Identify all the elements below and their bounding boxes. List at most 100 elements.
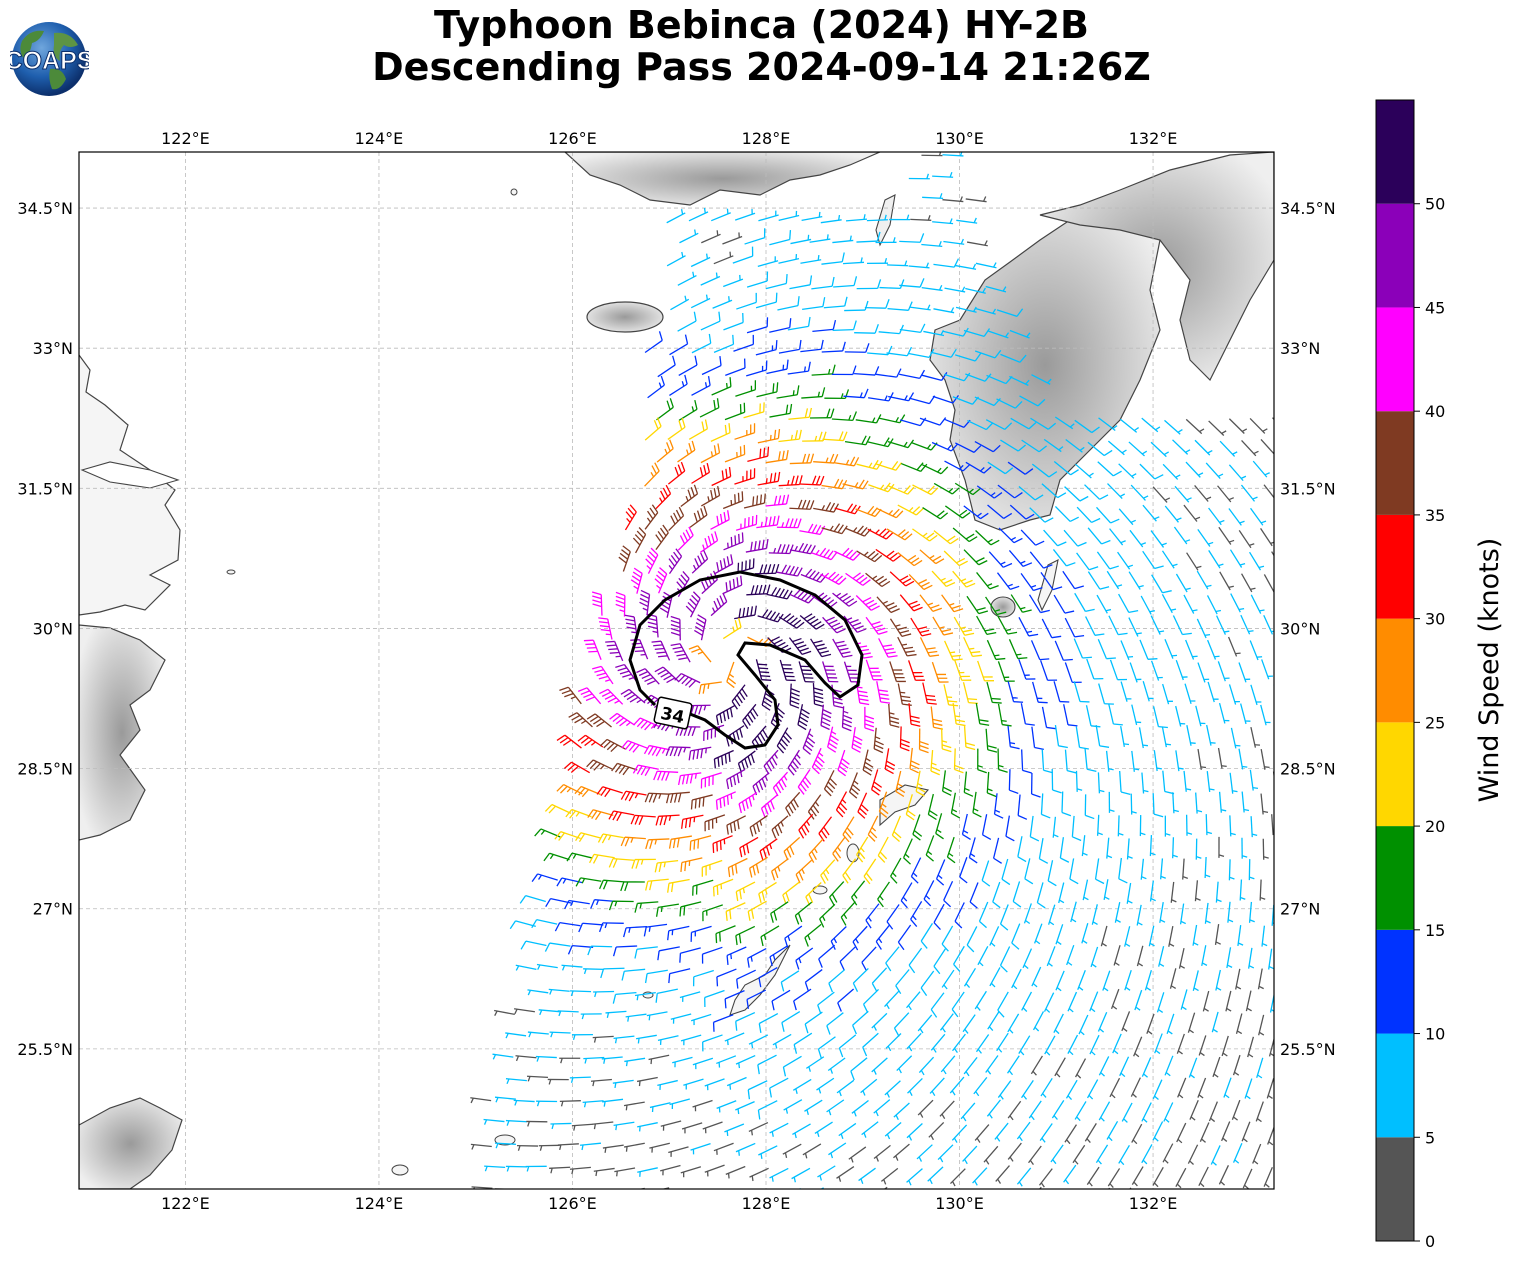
- barb-feather: [825, 502, 832, 511]
- wind-barb: [632, 527, 647, 554]
- wind-barb: [749, 814, 768, 837]
- barb-half-feather: [964, 787, 970, 792]
- barb-feather: [640, 593, 650, 600]
- barb-staff: [1273, 640, 1274, 642]
- barb-staff: [932, 175, 954, 178]
- wind-barb: [887, 301, 913, 311]
- wind-barb: [577, 687, 602, 705]
- barb-feather: [806, 544, 812, 554]
- barb-feather: [912, 833, 921, 841]
- wind-barb: [1241, 573, 1256, 593]
- barb-half-feather: [1069, 423, 1075, 428]
- barb-half-feather: [889, 712, 895, 715]
- barb-feather: [694, 625, 704, 632]
- barb-feather: [734, 697, 741, 707]
- barb-staff: [666, 212, 686, 224]
- wind-barb: [1061, 791, 1072, 817]
- barb-staff: [1086, 1188, 1088, 1189]
- barb-feather: [571, 714, 581, 721]
- barb-feather: [716, 398, 720, 408]
- barb-half-feather: [1232, 451, 1238, 455]
- barb-feather: [842, 341, 846, 352]
- barb-feather: [928, 810, 938, 817]
- wind-barb: [811, 747, 825, 775]
- barb-feather: [891, 461, 899, 470]
- barb-half-feather: [751, 1042, 754, 1049]
- barb-feather: [837, 479, 844, 489]
- wind-barb: [919, 549, 945, 565]
- barb-staff: [975, 307, 996, 315]
- barb-half-feather: [663, 862, 666, 868]
- barb-feather: [620, 688, 630, 695]
- barb-half-feather: [692, 271, 695, 278]
- barb-staff: [908, 1188, 910, 1189]
- wind-barb: [677, 526, 694, 551]
- barb-feather: [772, 383, 775, 393]
- barb-feather: [592, 599, 602, 604]
- barb-feather: [783, 851, 789, 861]
- barb-feather: [785, 518, 790, 528]
- barb-feather: [707, 375, 711, 386]
- barb-feather: [970, 651, 981, 654]
- barb-feather: [713, 445, 717, 455]
- barb-feather: [1019, 354, 1027, 363]
- wind-barb: [811, 547, 838, 561]
- wind-barb: [809, 408, 835, 419]
- barb-feather: [802, 453, 807, 464]
- barb-feather: [796, 621, 805, 629]
- wind-barb: [832, 592, 858, 607]
- wind-barb: [873, 727, 884, 754]
- barb-half-feather: [994, 654, 1000, 657]
- barb-staff: [1076, 506, 1092, 523]
- barb-feather: [716, 841, 718, 852]
- barb-feather: [856, 854, 864, 863]
- wind-barb: [644, 417, 662, 441]
- barb-feather: [828, 619, 838, 625]
- wind-barb: [1074, 419, 1100, 434]
- barb-staff: [1141, 417, 1159, 433]
- barb-staff: [604, 1191, 625, 1194]
- wind-barb: [1195, 705, 1206, 727]
- barb-staff: [992, 837, 1000, 859]
- wind-barb: [856, 550, 883, 563]
- wind-barb: [1018, 617, 1039, 637]
- wind-barb: [1119, 770, 1131, 795]
- wind-barb: [912, 814, 923, 841]
- wind-barb: [918, 728, 929, 754]
- barb-feather: [669, 793, 674, 804]
- barb-feather: [919, 748, 929, 754]
- barb-feather: [680, 574, 688, 583]
- barb-feather: [688, 443, 693, 453]
- barb-half-feather: [702, 544, 705, 550]
- barb-half-feather: [926, 444, 932, 450]
- barb-feather: [570, 765, 579, 773]
- barb-feather: [873, 748, 884, 754]
- barb-feather: [931, 766, 941, 772]
- wind-barb: [743, 402, 765, 419]
- barb-feather: [655, 747, 662, 757]
- barb-feather: [798, 339, 802, 350]
- barb-feather: [1074, 585, 1084, 590]
- barb-staff: [1250, 726, 1257, 748]
- barb-half-feather: [796, 753, 801, 759]
- barb-half-feather: [1172, 563, 1178, 567]
- wind-barb: [856, 279, 882, 290]
- barb-feather: [837, 644, 847, 648]
- barb-feather: [1005, 835, 1015, 842]
- wind-barb: [690, 294, 711, 309]
- barb-feather: [1077, 541, 1087, 547]
- wind-barb: [855, 682, 870, 706]
- barb-feather: [680, 461, 686, 472]
- wind-barb: [604, 1191, 625, 1199]
- wind-barb: [1208, 507, 1225, 526]
- wind-barb: [701, 356, 722, 376]
- wind-barb: [988, 330, 1010, 339]
- barb-feather: [973, 445, 982, 453]
- wind-barb: [1017, 794, 1028, 820]
- wind-barb: [1140, 595, 1155, 615]
- barb-feather: [742, 720, 749, 729]
- wind-barb: [895, 770, 906, 797]
- wind-barb: [974, 349, 1002, 359]
- barb-feather: [785, 273, 788, 284]
- barb-staff: [965, 198, 987, 203]
